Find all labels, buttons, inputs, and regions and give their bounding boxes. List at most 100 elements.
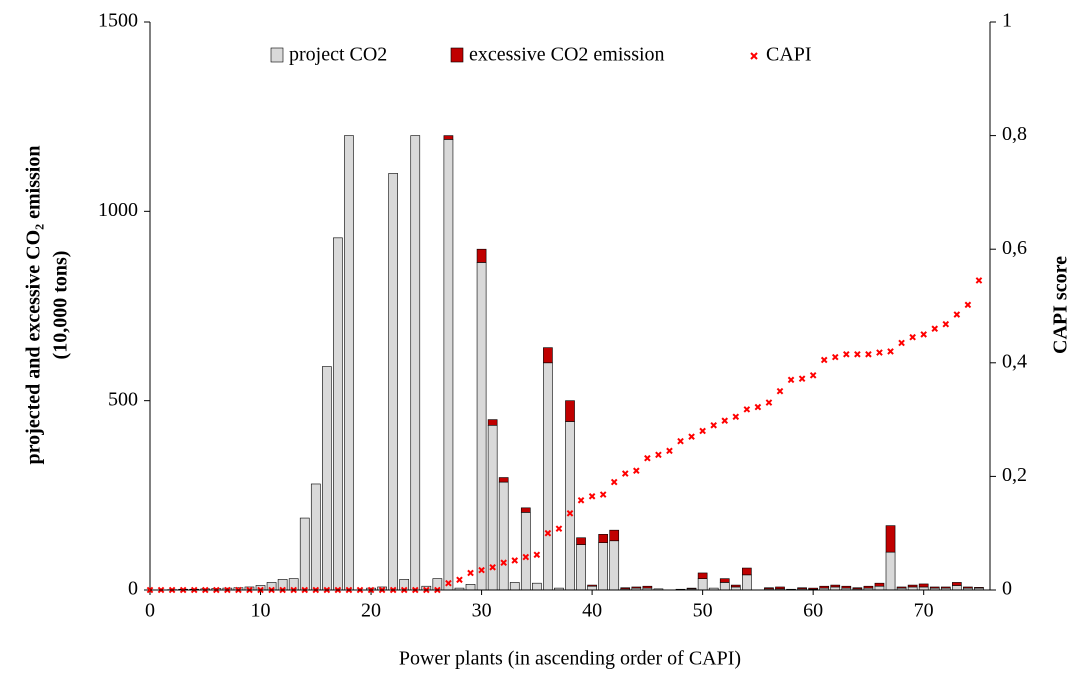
x-axis-label: Power plants (in ascending order of CAPI… <box>399 648 741 670</box>
bar <box>487 419 498 426</box>
marker-stroke <box>776 387 784 395</box>
bar <box>742 567 752 576</box>
marker-stroke <box>655 451 662 459</box>
x-tick-label: 60 <box>803 600 823 622</box>
marker-stroke <box>588 492 596 500</box>
bar <box>288 578 299 591</box>
bar <box>388 173 398 591</box>
bar <box>719 578 730 583</box>
bar <box>576 544 586 591</box>
marker-stroke <box>666 447 673 455</box>
bar <box>775 586 785 590</box>
bar <box>598 542 608 591</box>
scatter-point <box>721 417 729 425</box>
scatter-point <box>743 406 751 413</box>
legend-swatch <box>450 47 464 63</box>
y2-tick-label: 0 <box>1002 578 1012 600</box>
scatter-point <box>809 371 817 379</box>
marker-stroke <box>820 356 828 364</box>
bar <box>730 584 741 588</box>
bar <box>565 421 575 591</box>
marker-stroke <box>710 421 717 429</box>
scatter-point <box>831 353 839 361</box>
bar <box>620 587 631 590</box>
scatter-point <box>599 491 607 498</box>
bar <box>885 551 896 591</box>
scatter-point <box>511 557 519 564</box>
bar <box>819 585 830 589</box>
y2-tick-label: 0,6 <box>1002 237 1027 259</box>
y2-axis-label: CAPI score <box>1050 256 1072 354</box>
marker-stroke <box>511 557 519 564</box>
scatter-point <box>732 413 740 421</box>
marker-stroke <box>843 350 850 358</box>
scatter-point <box>621 470 629 477</box>
marker-stroke <box>610 478 618 486</box>
bar <box>443 139 454 591</box>
y2-tick-label: 1 <box>1002 10 1012 32</box>
marker-stroke <box>445 579 452 587</box>
bar <box>952 585 962 591</box>
scatter-point <box>644 454 651 462</box>
marker-stroke <box>688 433 695 440</box>
bar <box>697 578 708 591</box>
marker-stroke <box>677 437 684 445</box>
marker-stroke <box>478 566 485 574</box>
marker-stroke <box>467 569 474 577</box>
bar <box>498 477 509 483</box>
legend-label: excessive CO2 emission <box>469 44 665 66</box>
scatter-point <box>942 320 950 328</box>
marker-stroke <box>544 529 552 537</box>
legend-swatch <box>270 47 284 63</box>
marker-stroke <box>920 331 927 338</box>
scatter-point <box>876 349 883 356</box>
marker-stroke <box>898 339 905 347</box>
x-tick-label: 40 <box>582 600 602 622</box>
y-tick-label: 500 <box>108 388 138 410</box>
x-tick-label: 20 <box>361 600 381 622</box>
marker-stroke <box>865 350 872 358</box>
scatter-point <box>787 376 795 384</box>
x-tick-label: 0 <box>145 600 155 622</box>
marker-stroke <box>577 496 585 504</box>
marker-stroke <box>621 470 629 477</box>
scatter-point <box>544 529 552 537</box>
marker-stroke <box>743 406 751 413</box>
scatter-point <box>533 551 541 559</box>
scatter-point <box>798 375 806 383</box>
bar <box>465 584 476 591</box>
bar <box>344 135 354 591</box>
y-axis-label: projected and excessive CO₂ emission <box>23 146 45 465</box>
bar <box>322 366 332 591</box>
scatter-point <box>478 566 485 574</box>
scatter-point <box>920 331 927 338</box>
bar <box>963 586 973 589</box>
bar <box>532 582 542 591</box>
bar <box>697 572 708 579</box>
bar <box>642 585 653 589</box>
marker-stroke <box>489 563 496 571</box>
bar <box>974 587 984 589</box>
bar <box>432 578 443 591</box>
bar <box>896 586 907 589</box>
marker-stroke <box>721 417 729 425</box>
marker-stroke <box>566 510 574 517</box>
bar <box>764 587 774 590</box>
bar <box>277 579 288 591</box>
scatter-point <box>765 399 773 406</box>
marker-stroke <box>831 353 839 361</box>
scatter-point <box>964 301 972 309</box>
bar <box>476 248 487 263</box>
marker-stroke <box>931 325 939 333</box>
legend-swatch <box>750 52 758 60</box>
marker-stroke <box>533 551 541 559</box>
marker-stroke <box>699 427 706 435</box>
x-tick-label: 30 <box>472 600 492 622</box>
marker-stroke <box>555 525 563 532</box>
scatter-point <box>467 569 474 577</box>
scatter-point <box>931 325 939 333</box>
scatter-point <box>522 553 530 561</box>
bar <box>952 582 962 586</box>
marker-stroke <box>644 454 651 462</box>
